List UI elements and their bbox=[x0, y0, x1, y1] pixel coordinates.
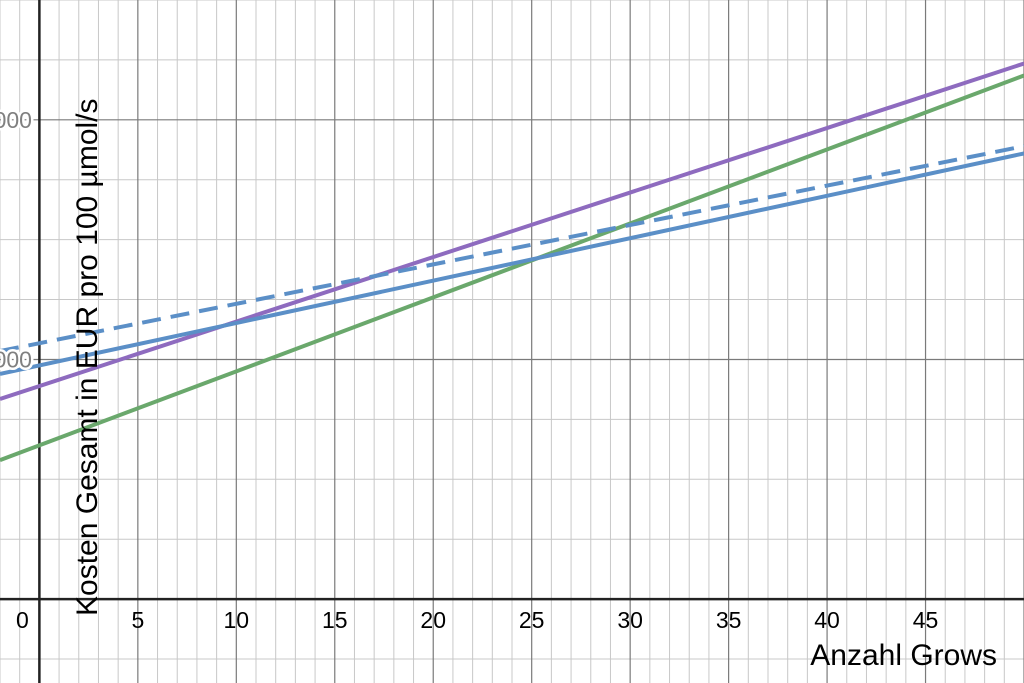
series-line bbox=[0, 61, 1024, 401]
series-line-dashed bbox=[0, 144, 1024, 354]
x-tick-label: 0 bbox=[16, 607, 29, 633]
x-tick-label: 40 bbox=[814, 607, 840, 633]
x-tick-label: 10 bbox=[224, 607, 250, 633]
x-tick-label: 25 bbox=[519, 607, 545, 633]
x-axis-title: Anzahl Grows bbox=[810, 639, 997, 672]
y-tick-label: 1000 bbox=[0, 346, 32, 372]
x-tick-label: 5 bbox=[131, 607, 144, 633]
x-tick-label: 45 bbox=[913, 607, 939, 633]
x-tick-label: 20 bbox=[420, 607, 446, 633]
x-tick-label: 35 bbox=[716, 607, 742, 633]
x-tick-label: 30 bbox=[617, 607, 643, 633]
series-line bbox=[0, 73, 1024, 462]
y-axis-title: Kosten Gesamt in EUR pro 100 µmol/s bbox=[71, 99, 104, 617]
series-group bbox=[0, 61, 1024, 462]
tick-labels: 0 5 10 15 20 25 30 35 40 45 1000 2000 bbox=[0, 104, 939, 633]
series-line bbox=[0, 151, 1024, 376]
x-tick-label: 15 bbox=[322, 607, 348, 633]
y-tick-label: 2000 bbox=[0, 107, 32, 133]
